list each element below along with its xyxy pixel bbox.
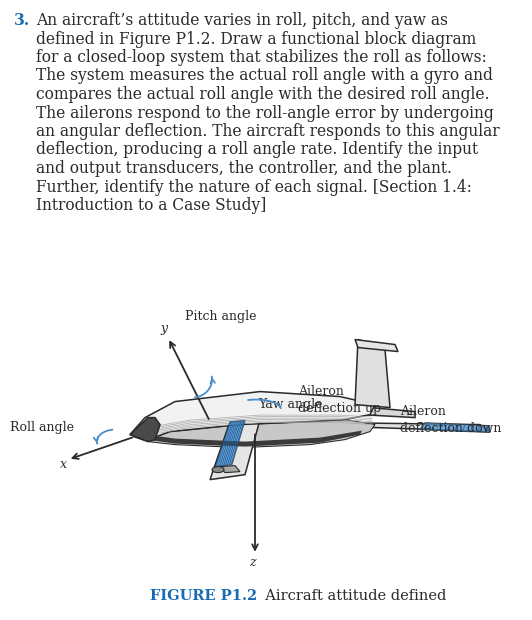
Text: y: y <box>160 322 167 335</box>
Polygon shape <box>360 407 415 418</box>
Ellipse shape <box>212 467 224 472</box>
Text: Introduction to a Case Study]: Introduction to a Case Study] <box>36 197 267 214</box>
Text: deflection, producing a roll angle rate. Identify the input: deflection, producing a roll angle rate.… <box>36 141 478 159</box>
Polygon shape <box>133 420 375 448</box>
Text: Yaw angle: Yaw angle <box>258 398 322 411</box>
Polygon shape <box>130 418 160 441</box>
Polygon shape <box>210 420 260 480</box>
Text: 3.: 3. <box>14 12 30 29</box>
Polygon shape <box>220 466 240 472</box>
Polygon shape <box>355 340 390 407</box>
Polygon shape <box>255 422 490 432</box>
Text: Aileron
deflection up: Aileron deflection up <box>298 384 381 415</box>
Text: Pitch angle: Pitch angle <box>185 309 256 322</box>
Text: The system measures the actual roll angle with a gyro and: The system measures the actual roll angl… <box>36 68 493 84</box>
Text: Further, identify the nature of each signal. [Section 1.4:: Further, identify the nature of each sig… <box>36 179 472 195</box>
Polygon shape <box>215 420 245 467</box>
Text: and output transducers, the controller, and the plant.: and output transducers, the controller, … <box>36 160 452 177</box>
Text: an angular deflection. The aircraft responds to this angular: an angular deflection. The aircraft resp… <box>36 123 500 140</box>
Text: z: z <box>249 556 255 569</box>
Text: The ailerons respond to the roll-angle error by undergoing: The ailerons respond to the roll-angle e… <box>36 105 494 122</box>
Text: An aircraft’s attitude varies in roll, pitch, and yaw as: An aircraft’s attitude varies in roll, p… <box>36 12 448 29</box>
Text: compares the actual roll angle with the desired roll angle.: compares the actual roll angle with the … <box>36 86 489 103</box>
Polygon shape <box>130 392 375 440</box>
Text: Aircraft attitude defined: Aircraft attitude defined <box>256 589 446 603</box>
Text: FIGURE P1.2: FIGURE P1.2 <box>150 589 257 603</box>
Text: Aileron
deflection down: Aileron deflection down <box>400 405 501 435</box>
Text: x: x <box>60 458 67 471</box>
Text: Roll angle: Roll angle <box>10 421 74 434</box>
Polygon shape <box>420 423 490 433</box>
Polygon shape <box>140 431 362 446</box>
Text: defined in Figure P1.2. Draw a functional block diagram: defined in Figure P1.2. Draw a functiona… <box>36 30 476 48</box>
Polygon shape <box>355 340 398 352</box>
Text: for a closed-loop system that stabilizes the roll as follows:: for a closed-loop system that stabilizes… <box>36 49 487 66</box>
